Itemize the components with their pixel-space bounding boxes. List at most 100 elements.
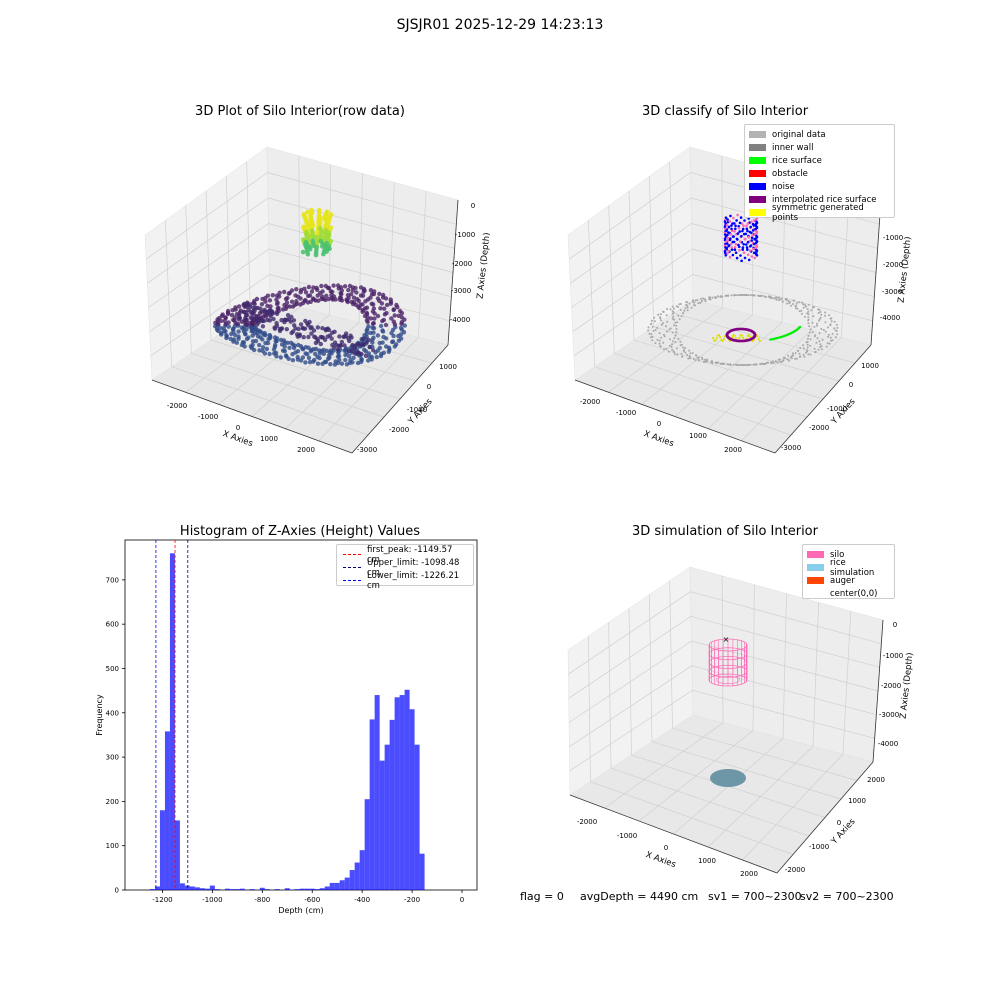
classify-original-point xyxy=(776,361,779,364)
classify-original-point xyxy=(686,353,689,356)
raw-point xyxy=(287,345,292,350)
raw-point xyxy=(284,300,290,305)
classify-noise-point xyxy=(739,216,743,219)
center-marker: × xyxy=(723,635,730,644)
simulation-axes-box: -2000 -1000 0 1000 2000 2000 1000 0 -1000 -2000 0 -… xyxy=(567,566,915,878)
simulation-y-tick-label: -2000 xyxy=(785,866,805,874)
classify-noise-point xyxy=(732,216,735,220)
legend-item: interpolated rice surface xyxy=(749,193,890,206)
legend-label: original data xyxy=(772,129,826,140)
legend-item: Lower_limit: -1226.21 cm xyxy=(343,571,467,591)
classify-original-point xyxy=(647,326,650,329)
histogram-bar xyxy=(354,862,360,890)
x-tick-label: -1200 xyxy=(152,896,172,904)
classify-original-point xyxy=(817,348,820,351)
classify-original-point xyxy=(802,306,805,309)
classify-original-point xyxy=(742,294,744,296)
raw-point xyxy=(290,358,296,363)
classify-noise-point xyxy=(747,235,751,239)
classify-original-point xyxy=(690,306,693,309)
raw-y-tick-label: -3000 xyxy=(357,446,377,454)
histogram-bar xyxy=(374,695,380,890)
classify-symmetric-point xyxy=(734,337,737,340)
classify-original-point xyxy=(787,359,790,362)
classify-noise-point xyxy=(755,217,758,221)
legend-label: symmetric generated points xyxy=(772,202,864,223)
raw-point xyxy=(315,361,321,366)
raw-point xyxy=(232,315,238,320)
raw-point xyxy=(336,343,341,348)
x-tick-label: -600 xyxy=(304,896,320,904)
legend-swatch xyxy=(807,551,824,558)
classify-original-point xyxy=(693,304,696,307)
classify-original-point xyxy=(800,309,803,312)
raw-point xyxy=(359,351,364,357)
raw-point xyxy=(321,251,326,257)
classify-symmetric-point xyxy=(719,336,722,339)
classify-original-point xyxy=(746,364,749,366)
classify-original-point xyxy=(680,315,683,318)
raw-point xyxy=(276,305,281,311)
raw-point xyxy=(295,334,300,339)
classify-noise-point xyxy=(740,222,744,225)
y-tick-label: 0 xyxy=(115,887,119,895)
classify-original-point xyxy=(809,344,812,347)
histogram-bar xyxy=(284,888,290,890)
raw-point xyxy=(339,339,345,345)
classify-noise-point xyxy=(734,243,738,246)
raw-point xyxy=(382,306,387,311)
classify-original-point xyxy=(833,320,836,323)
raw-point xyxy=(323,297,328,303)
raw-point xyxy=(349,292,354,297)
classify-rice-point xyxy=(769,338,772,341)
legend-swatch xyxy=(749,144,766,151)
legend-line xyxy=(343,554,361,555)
raw-point xyxy=(347,338,352,344)
raw-point xyxy=(309,331,314,336)
raw-point xyxy=(324,249,329,254)
classify-noise-point xyxy=(752,224,756,227)
classify-original-point xyxy=(717,361,720,364)
classify-original-point xyxy=(795,302,798,304)
classify-noise-point xyxy=(724,234,728,238)
classify-original-point xyxy=(773,297,776,300)
classify-original-point xyxy=(815,341,818,344)
classify-noise-point xyxy=(724,254,728,257)
legend-line xyxy=(343,580,361,581)
raw-point xyxy=(283,353,289,358)
classify-noise-point xyxy=(724,222,727,225)
raw-point xyxy=(361,336,366,341)
histogram-bar xyxy=(174,820,180,890)
classify-noise-point xyxy=(754,222,758,226)
classify-legend: original data inner wall rice surface obsta… xyxy=(744,124,895,223)
histogram-bar xyxy=(299,888,305,890)
classify-noise-point xyxy=(746,229,749,233)
legend-swatch xyxy=(807,577,824,584)
classify-symmetric-point xyxy=(758,339,761,342)
classify-original-point xyxy=(836,333,839,336)
classify-original-point xyxy=(818,340,821,343)
legend-swatch xyxy=(749,183,766,190)
classify-symmetric-point xyxy=(715,337,718,340)
raw-point xyxy=(383,296,389,301)
classify-original-point xyxy=(813,325,816,328)
raw-point xyxy=(267,351,272,357)
raw-point xyxy=(306,284,312,290)
classify-original-point xyxy=(671,348,674,351)
classify-original-point xyxy=(656,326,659,329)
histogram-bar xyxy=(179,883,185,890)
raw-point xyxy=(332,362,338,367)
classify-original-point xyxy=(704,358,706,361)
classify-symmetric-point xyxy=(749,335,752,338)
raw-point xyxy=(382,312,388,317)
classify-original-point xyxy=(678,318,681,321)
raw-point xyxy=(254,314,259,320)
simulation-z-tick-label: -2000 xyxy=(881,682,901,690)
classify-original-point xyxy=(777,358,780,361)
classify-noise-point xyxy=(735,219,738,222)
classify-original-point xyxy=(749,294,752,297)
raw-point xyxy=(289,288,295,293)
classify-noise-point xyxy=(725,229,728,232)
classify-noise-point xyxy=(746,240,750,244)
classify-original-point xyxy=(658,339,661,342)
